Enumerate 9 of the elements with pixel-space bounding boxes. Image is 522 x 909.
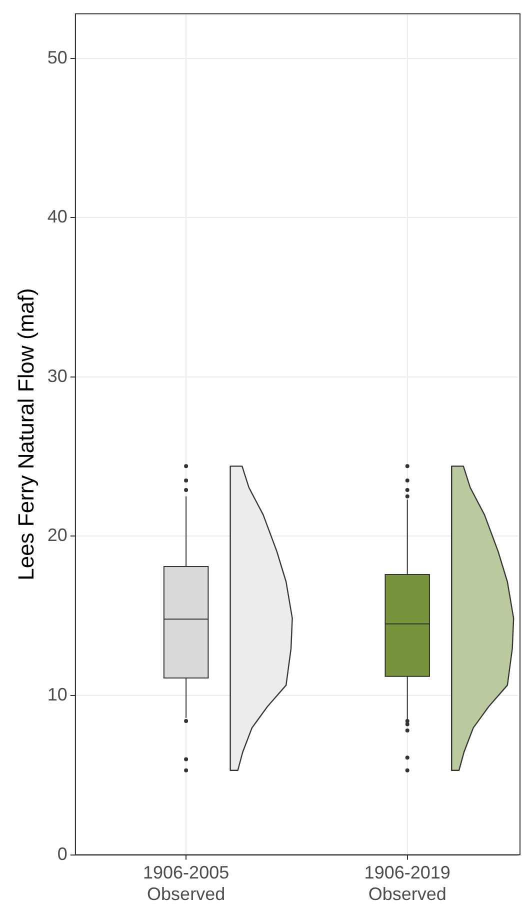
- x-tick-label: 1906-2019 Observed: [364, 862, 450, 904]
- y-axis-title: Lees Ferry Natural Flow (maf): [13, 288, 38, 580]
- y-tick-label: 20: [47, 525, 68, 546]
- y-tick-label: 10: [47, 684, 68, 704]
- y-tick-label: 50: [47, 47, 68, 68]
- y-tick-label: 0: [57, 844, 68, 864]
- x-tick-label: 1906-2005 Observed: [143, 862, 230, 904]
- y-tick-label: 30: [47, 366, 68, 386]
- y-tick-label: 40: [47, 206, 68, 227]
